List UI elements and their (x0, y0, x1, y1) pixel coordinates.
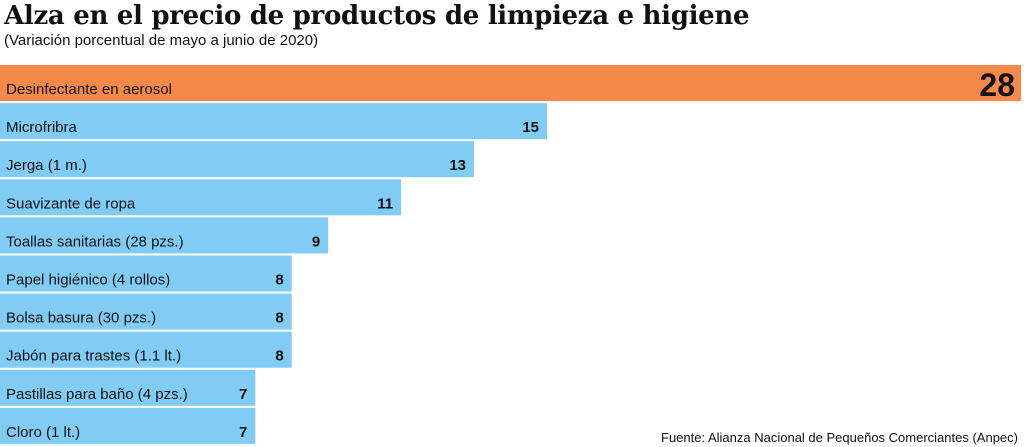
category-label-3: Suavizante de ropa (6, 195, 136, 212)
category-label-6: Bolsa basura (30 pzs.) (6, 310, 156, 327)
category-label-9: Cloro (1 lt.) (6, 424, 80, 441)
bar-1 (0, 103, 547, 140)
bar-4 (0, 217, 329, 254)
bar-8 (0, 369, 256, 406)
category-label-1: Microfribra (6, 119, 77, 136)
value-label-4: 9 (312, 233, 320, 250)
bar-7 (0, 331, 292, 368)
bar-6 (0, 293, 292, 330)
value-label-1: 15 (522, 119, 539, 136)
value-label-2: 13 (449, 157, 466, 174)
value-label-0: 28 (979, 67, 1015, 103)
category-label-5: Papel higiénico (4 rollos) (6, 272, 170, 289)
chart-title: Alza en el precio de productos de limpie… (4, 1, 750, 31)
chart-subtitle: (Variación porcentual de mayo a junio de… (4, 32, 319, 49)
category-label-7: Jabón para trastes (1.1 lt.) (6, 348, 181, 365)
category-label-8: Pastillas para baño (4 pzs.) (6, 386, 188, 403)
value-label-6: 8 (275, 310, 283, 327)
value-label-5: 8 (275, 272, 283, 289)
value-label-9: 7 (239, 424, 247, 441)
bar-2 (0, 141, 474, 178)
bar-0 (0, 65, 1021, 101)
value-label-3: 11 (377, 195, 393, 212)
source-note: Fuente: Alianza Nacional de Pequeños Com… (661, 430, 1018, 445)
category-label-2: Jerga (1 m.) (6, 157, 87, 174)
bar-9 (0, 407, 256, 444)
bar-5 (0, 255, 292, 292)
value-label-8: 7 (239, 386, 247, 403)
bar-3 (0, 179, 402, 216)
category-label-0: Desinfectante en aerosol (6, 81, 172, 98)
category-label-4: Toallas sanitarias (28 pzs.) (6, 233, 184, 250)
value-label-7: 8 (275, 348, 283, 365)
